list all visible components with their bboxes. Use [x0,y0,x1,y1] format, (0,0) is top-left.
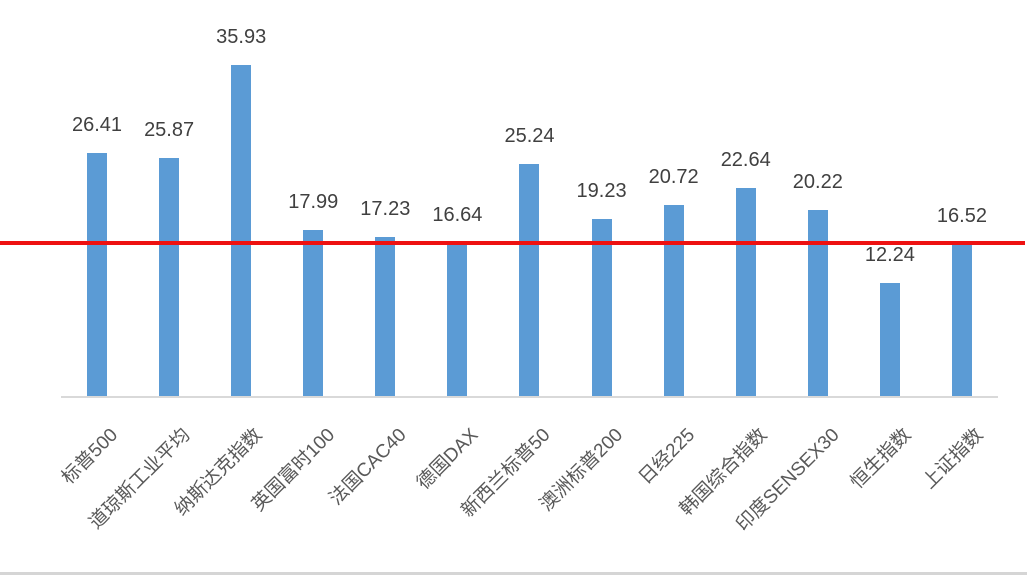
bar-value-label: 12.24 [864,244,915,267]
bar-value-label: 17.23 [360,198,411,221]
bar-slot: 20.72 [638,0,710,396]
category-label: 标普500 [58,424,123,489]
category-label: 日经225 [634,424,700,489]
bar-value-label: 25.24 [504,124,555,147]
bar-slot: 16.64 [421,0,493,396]
bar-slot: 25.24 [493,0,565,396]
bar-value-label: 35.93 [216,26,267,49]
bar-value-label: 19.23 [576,179,627,202]
bar-新西兰标普50 [519,163,540,396]
bar-value-label: 20.22 [792,170,843,193]
bar-澳洲标普200 [591,218,612,396]
bar-slot: 16.52 [926,0,998,396]
bar-slot: 12.24 [854,0,926,396]
bar-slot: 35.93 [205,0,277,396]
bar-value-label: 20.72 [648,166,699,189]
bar-印度SENSEX30 [807,209,828,396]
bar-恒生指数 [879,283,900,396]
bar-道琼斯工业平均 [159,157,180,396]
bar-韩国综合指数 [735,187,756,396]
bar-德国DAX [447,242,468,396]
bar-法国CAC40 [375,237,396,396]
reference-line [0,241,1025,246]
bar-上证指数 [951,243,972,396]
category-label: 法国CAC40 [325,424,411,510]
bar-slot: 17.23 [349,0,421,396]
bar-slot: 17.99 [277,0,349,396]
category-label: 上证指数 [918,424,988,494]
bar-value-label: 16.52 [936,204,987,227]
bar-slot: 19.23 [566,0,638,396]
x-axis-line [61,396,998,398]
bar-slot: 26.41 [61,0,133,396]
bar-slot: 20.22 [782,0,854,396]
bar-标普500 [87,152,108,396]
bar-value-label: 17.99 [288,191,339,214]
bar-value-label: 22.64 [720,148,771,171]
bar-value-label: 16.64 [432,203,483,226]
bar-slot: 22.64 [710,0,782,396]
bar-纳斯达克指数 [231,65,252,396]
bar-英国富时100 [303,230,324,396]
bar-value-label: 25.87 [144,118,195,141]
bottom-divider-line [0,572,1027,575]
bar-日经225 [663,205,684,396]
category-label: 恒生指数 [846,424,916,494]
bar-value-label: 26.41 [72,113,123,136]
bar-slot: 25.87 [133,0,205,396]
